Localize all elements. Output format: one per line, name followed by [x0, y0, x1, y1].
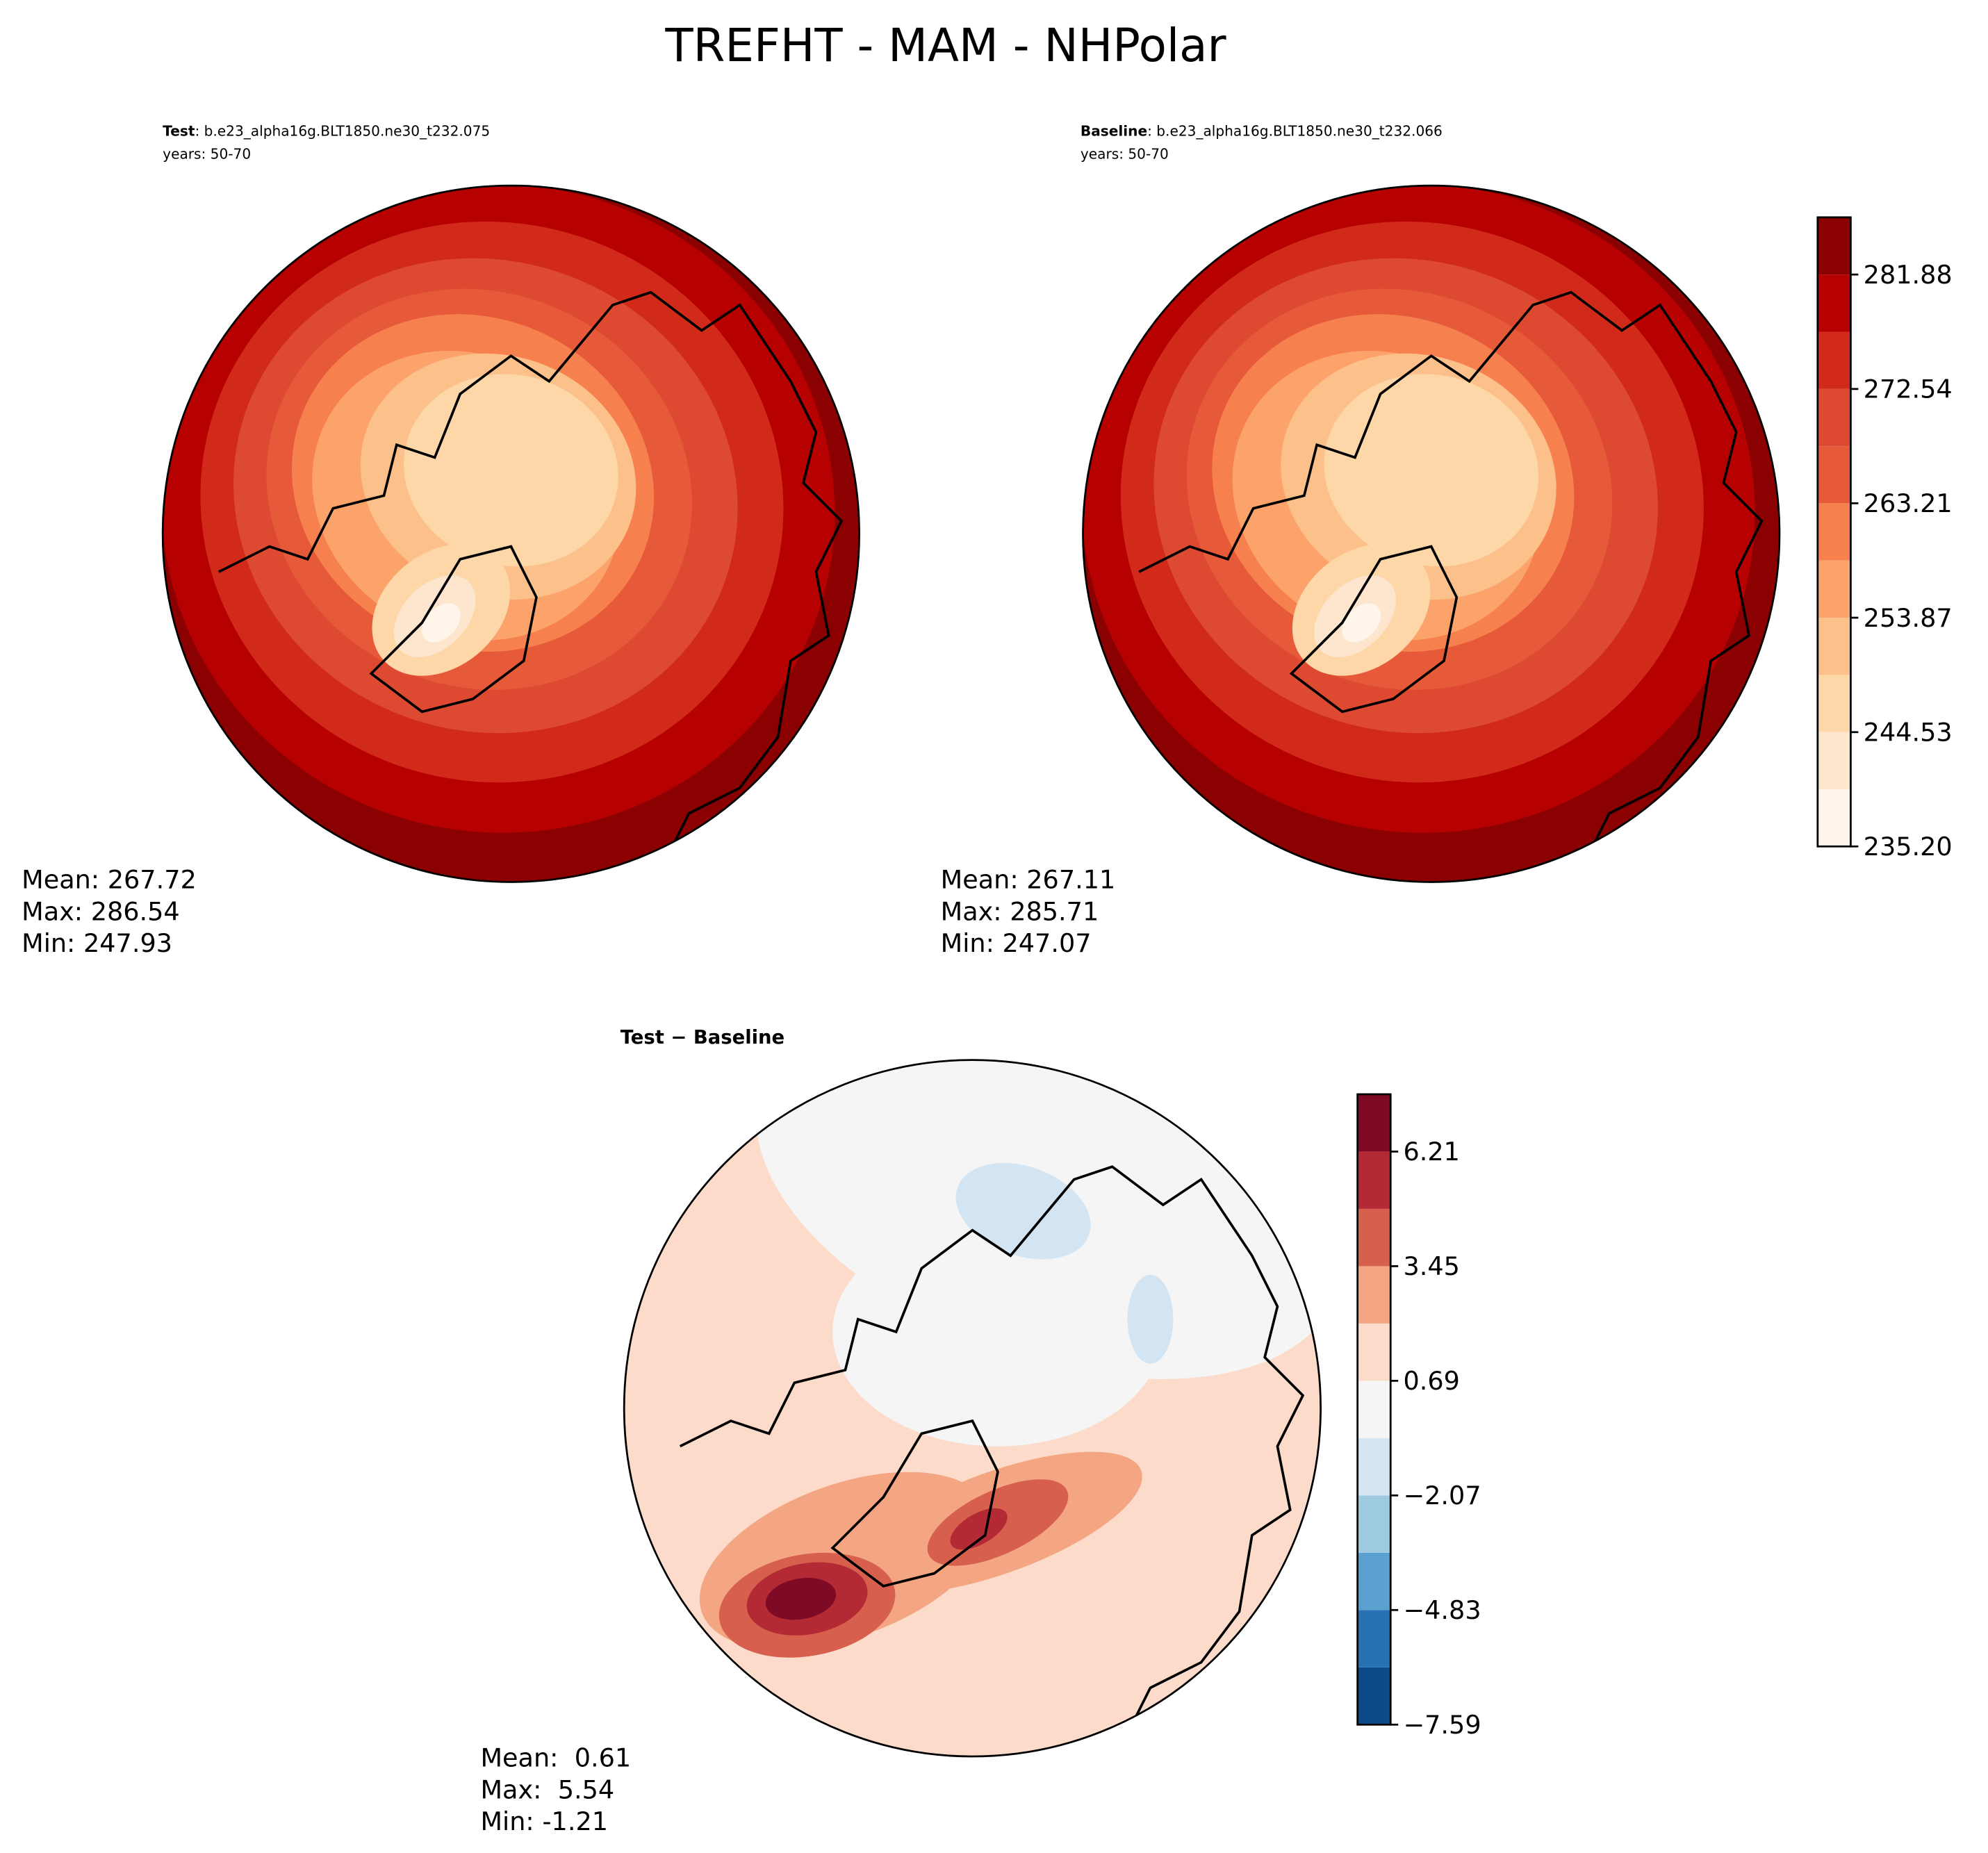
panel-stat: Mean: 267.11 — [941, 865, 1116, 895]
colorbar-band — [1817, 732, 1851, 789]
contour-fill — [404, 374, 618, 567]
panel-stat: Max: 286.54 — [22, 896, 180, 926]
colorbar-outline — [1816, 216, 1852, 848]
contour-fill — [765, 1577, 837, 1620]
coastline — [217, 290, 844, 865]
colorbar-band — [1357, 1495, 1391, 1553]
colorbar-band — [1357, 1266, 1391, 1324]
colorbar-band — [1817, 789, 1851, 847]
contour-fill — [955, 1162, 1091, 1260]
colorbar-tick-label: 3.45 — [1404, 1251, 1460, 1281]
panel-name: Baseline — [1081, 123, 1147, 140]
panel-stat: Min: 247.93 — [22, 928, 172, 958]
colorbar-band — [1817, 274, 1851, 332]
colorbar-tick-label: 263.21 — [1864, 488, 1953, 518]
colorbar-tick-label: 244.53 — [1864, 718, 1953, 748]
colorbar-tick-label: −4.83 — [1404, 1595, 1481, 1625]
colorbar-tick-label: 235.20 — [1864, 832, 1953, 862]
panel-years: years: 50-70 — [163, 146, 251, 163]
panel-name: Test — [163, 123, 195, 140]
map-boundary — [623, 1059, 1322, 1758]
colorbar-band — [1357, 1552, 1391, 1611]
colorbar-band — [1817, 388, 1851, 447]
contour-fill — [950, 1508, 1008, 1550]
colorbar-band — [1817, 560, 1851, 618]
colorbar-band — [1357, 1610, 1391, 1667]
panel-stat: Max: 5.54 — [480, 1774, 614, 1804]
colorbar-band — [1357, 1094, 1391, 1152]
contour-fill — [1324, 374, 1539, 567]
map-boundary — [1082, 184, 1781, 883]
panel-header: Test: b.e23_alpha16g.BLT1850.ne30_t232.0… — [163, 123, 490, 140]
panel-stat: Mean: 267.72 — [22, 865, 197, 895]
colorbar-band — [1817, 217, 1851, 275]
colorbar-band — [1357, 1323, 1391, 1381]
colorbar-tick-label: 0.69 — [1404, 1366, 1460, 1396]
colorbar-tick-label: −7.59 — [1404, 1710, 1481, 1740]
panel-stat: Min: 247.07 — [941, 928, 1092, 958]
panel-years: years: 50-70 — [1081, 146, 1169, 163]
colorbar-band — [1817, 503, 1851, 561]
panel-case: : b.e23_alpha16g.BLT1850.ne30_t232.075 — [195, 123, 490, 140]
colorbar-band — [1357, 1438, 1391, 1496]
contour-fill — [832, 1217, 1163, 1447]
panel-stat: Min: -1.21 — [480, 1806, 607, 1836]
map — [163, 186, 860, 882]
colorbar-band — [1357, 1208, 1391, 1267]
coastline — [679, 1165, 1305, 1740]
colorbar-band — [1357, 1151, 1391, 1209]
figure-title: TREFHT - MAM - NHPolar — [664, 19, 1226, 72]
panel-case: : b.e23_alpha16g.BLT1850.ne30_t232.066 — [1147, 123, 1443, 140]
panel-stat: Mean: 0.61 — [480, 1743, 631, 1773]
panel-stat: Max: 285.71 — [941, 896, 1099, 926]
map — [1083, 186, 1780, 882]
colorbar-band — [1817, 331, 1851, 389]
coastline — [1138, 290, 1764, 865]
panel-title: Test − Baseline — [621, 1027, 784, 1048]
colorbar-tick-label: −2.07 — [1404, 1481, 1481, 1510]
colorbar-band — [1817, 446, 1851, 504]
colorbar-tick-label: 272.54 — [1864, 374, 1953, 404]
colorbar-tick-label: 281.88 — [1864, 260, 1953, 290]
contour-fill — [1127, 1274, 1174, 1364]
panel-header: Baseline: b.e23_alpha16g.BLT1850.ne30_t2… — [1081, 123, 1443, 140]
colorbar-band — [1817, 675, 1851, 732]
contour-fill — [1342, 603, 1381, 643]
colorbar-tick-label: 253.87 — [1864, 603, 1953, 633]
colorbar-outline — [1356, 1093, 1392, 1726]
colorbar-band — [1817, 618, 1851, 675]
colorbar-band — [1357, 1667, 1391, 1725]
map-boundary — [161, 184, 860, 883]
contour-fill — [421, 603, 461, 643]
colorbar-band — [1357, 1381, 1391, 1438]
colorbar-tick-label: 6.21 — [1404, 1137, 1460, 1167]
